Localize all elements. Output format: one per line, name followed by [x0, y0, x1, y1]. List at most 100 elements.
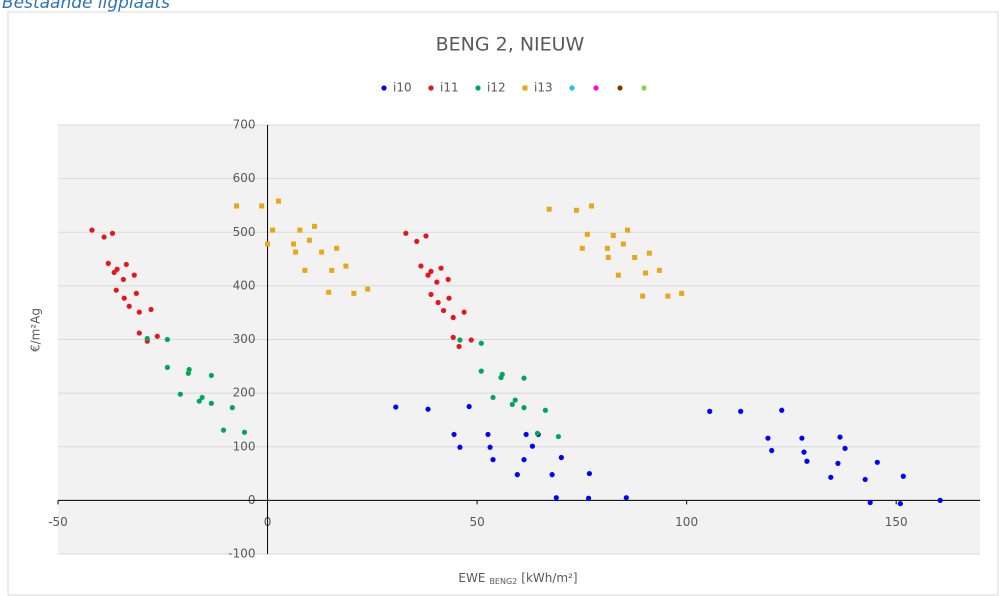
legend-label: i10 [393, 81, 412, 95]
point [234, 203, 240, 209]
legend-marker [475, 85, 481, 91]
point [509, 401, 515, 407]
point [461, 309, 467, 315]
x-axis-label: EWE BENG2 [kWh/m²] [458, 571, 577, 586]
point [589, 203, 595, 209]
legend-marker [617, 85, 623, 91]
point [133, 290, 139, 296]
x-tick-label: 150 [885, 515, 908, 529]
point [208, 400, 214, 406]
legend-label: i12 [487, 81, 506, 95]
y-axis-label: €/m²Ag [29, 308, 43, 352]
point [423, 233, 429, 239]
point [164, 364, 170, 370]
point [765, 435, 771, 441]
point [573, 207, 579, 213]
point [311, 223, 317, 229]
point [351, 290, 357, 296]
point [900, 473, 906, 479]
point [446, 295, 452, 301]
point [937, 497, 943, 503]
point [521, 405, 527, 411]
point [779, 407, 785, 413]
point [434, 279, 440, 285]
point [665, 293, 671, 299]
point [862, 476, 868, 483]
point [799, 435, 805, 441]
point [874, 459, 880, 465]
point [154, 333, 160, 339]
point [120, 276, 126, 283]
point [490, 394, 496, 401]
y-tick-label: 700 [233, 118, 256, 132]
point [897, 500, 903, 507]
point [679, 290, 685, 296]
point [185, 370, 191, 376]
point [438, 265, 444, 271]
point [208, 372, 214, 379]
point [343, 263, 349, 269]
point [605, 254, 611, 260]
point [801, 449, 807, 455]
point [329, 267, 335, 273]
point [512, 397, 518, 403]
point [105, 260, 111, 266]
point [828, 474, 834, 480]
point [450, 314, 456, 321]
point [220, 427, 227, 433]
x-tick-label: 100 [675, 515, 698, 529]
point [643, 270, 649, 276]
legend-marker [381, 85, 387, 91]
point [558, 454, 564, 461]
point [393, 404, 399, 410]
point [842, 445, 848, 451]
point [586, 470, 593, 477]
point [334, 245, 340, 251]
point [585, 495, 592, 501]
point [241, 429, 248, 435]
point [121, 295, 127, 301]
point [265, 241, 271, 247]
legend-marker [641, 85, 647, 91]
legend-marker [428, 85, 434, 91]
point [414, 238, 420, 244]
y-tick-label: 400 [233, 278, 256, 292]
point [425, 272, 431, 278]
point [113, 287, 119, 293]
point [867, 499, 873, 506]
legend-marker [522, 85, 528, 91]
point [293, 249, 299, 255]
point [291, 241, 297, 247]
legend-marker [569, 85, 575, 91]
point [542, 407, 549, 413]
point [319, 249, 325, 255]
point [478, 340, 484, 346]
point [523, 431, 529, 438]
x-label-sub: BENG2 [489, 577, 517, 586]
point [451, 431, 457, 438]
point [646, 250, 652, 256]
legend-label: i13 [534, 81, 553, 95]
point [620, 241, 626, 247]
point [835, 460, 841, 466]
point [468, 337, 474, 343]
y-tick-label: 100 [233, 439, 256, 453]
point [144, 335, 150, 342]
point [485, 431, 491, 438]
point [259, 203, 265, 209]
point [136, 309, 142, 315]
y-tick-label: 300 [233, 332, 256, 346]
point [466, 403, 472, 410]
point [769, 447, 775, 454]
point [521, 375, 527, 381]
x-tick-label: -50 [48, 515, 68, 529]
point [428, 291, 434, 298]
point [457, 444, 463, 450]
y-tick-label: 600 [233, 171, 256, 185]
point [306, 237, 312, 243]
x-label-main: EWE [458, 571, 485, 585]
point [136, 330, 142, 336]
legend-marker [593, 85, 599, 91]
point [297, 227, 303, 233]
